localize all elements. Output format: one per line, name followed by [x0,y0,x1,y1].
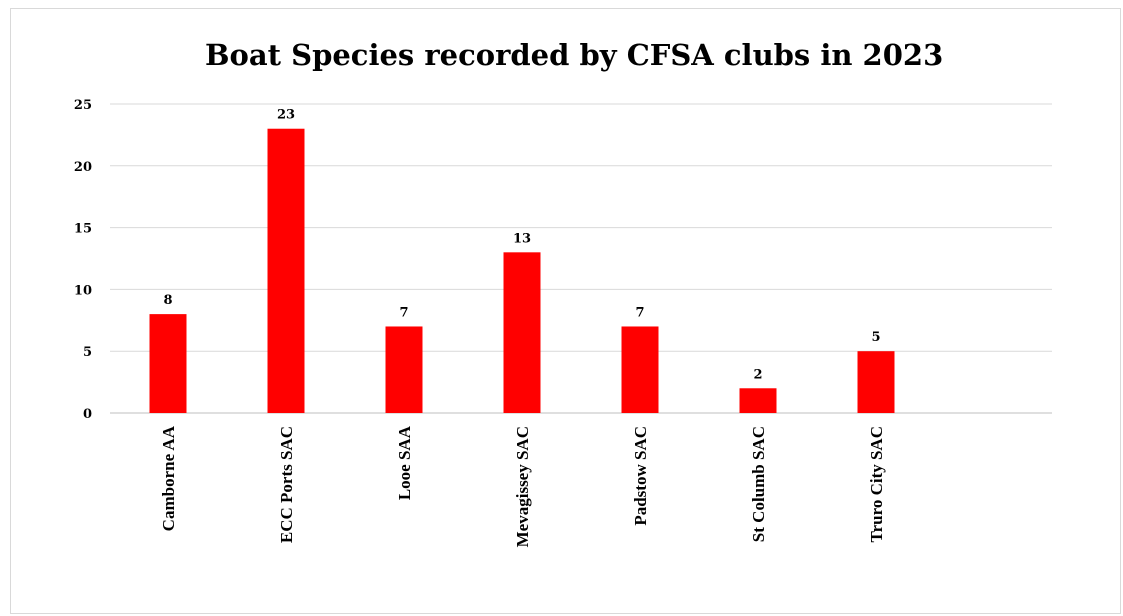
y-tick-label: 25 [74,98,92,113]
bar [149,314,187,413]
data-label: 23 [277,108,295,123]
data-labels: 8 23 7 13 7 2 5 [163,108,880,383]
y-tick-label: 20 [74,160,92,175]
bar [621,326,659,413]
category-label: ECC Ports SAC [277,426,296,543]
y-tick-label: 0 [83,407,92,422]
bar [857,351,895,413]
y-tick-label: 15 [74,222,92,237]
data-label: 7 [399,305,408,320]
chart-frame [10,8,1121,614]
data-label: 7 [635,305,644,320]
category-label: Truro City SAC [867,426,886,543]
bar [267,128,305,413]
category-label: Looe SAA [395,425,414,500]
data-label: 2 [753,367,762,382]
category-label: Padstow SAC [631,426,650,526]
y-tick-label: 5 [83,345,92,360]
x-axis-categories: Camborne AA ECC Ports SAC Looe SAA Mevagiss… [159,425,886,547]
chart-title: Boat Species recorded by CFSA clubs in 2… [205,38,944,72]
category-label: Camborne AA [159,425,178,531]
data-label: 5 [871,330,880,345]
data-label: 8 [163,293,172,308]
bar [739,388,777,413]
category-label: Mevagissey SAC [513,426,532,547]
gridlines [110,103,1052,414]
bar [385,326,423,413]
bar [503,252,541,413]
bars [149,128,895,413]
y-axis-ticks: 0 5 10 15 20 25 [74,98,92,422]
y-tick-label: 10 [74,283,92,298]
data-label: 13 [513,231,531,246]
category-label: St Columb SAC [749,426,768,542]
